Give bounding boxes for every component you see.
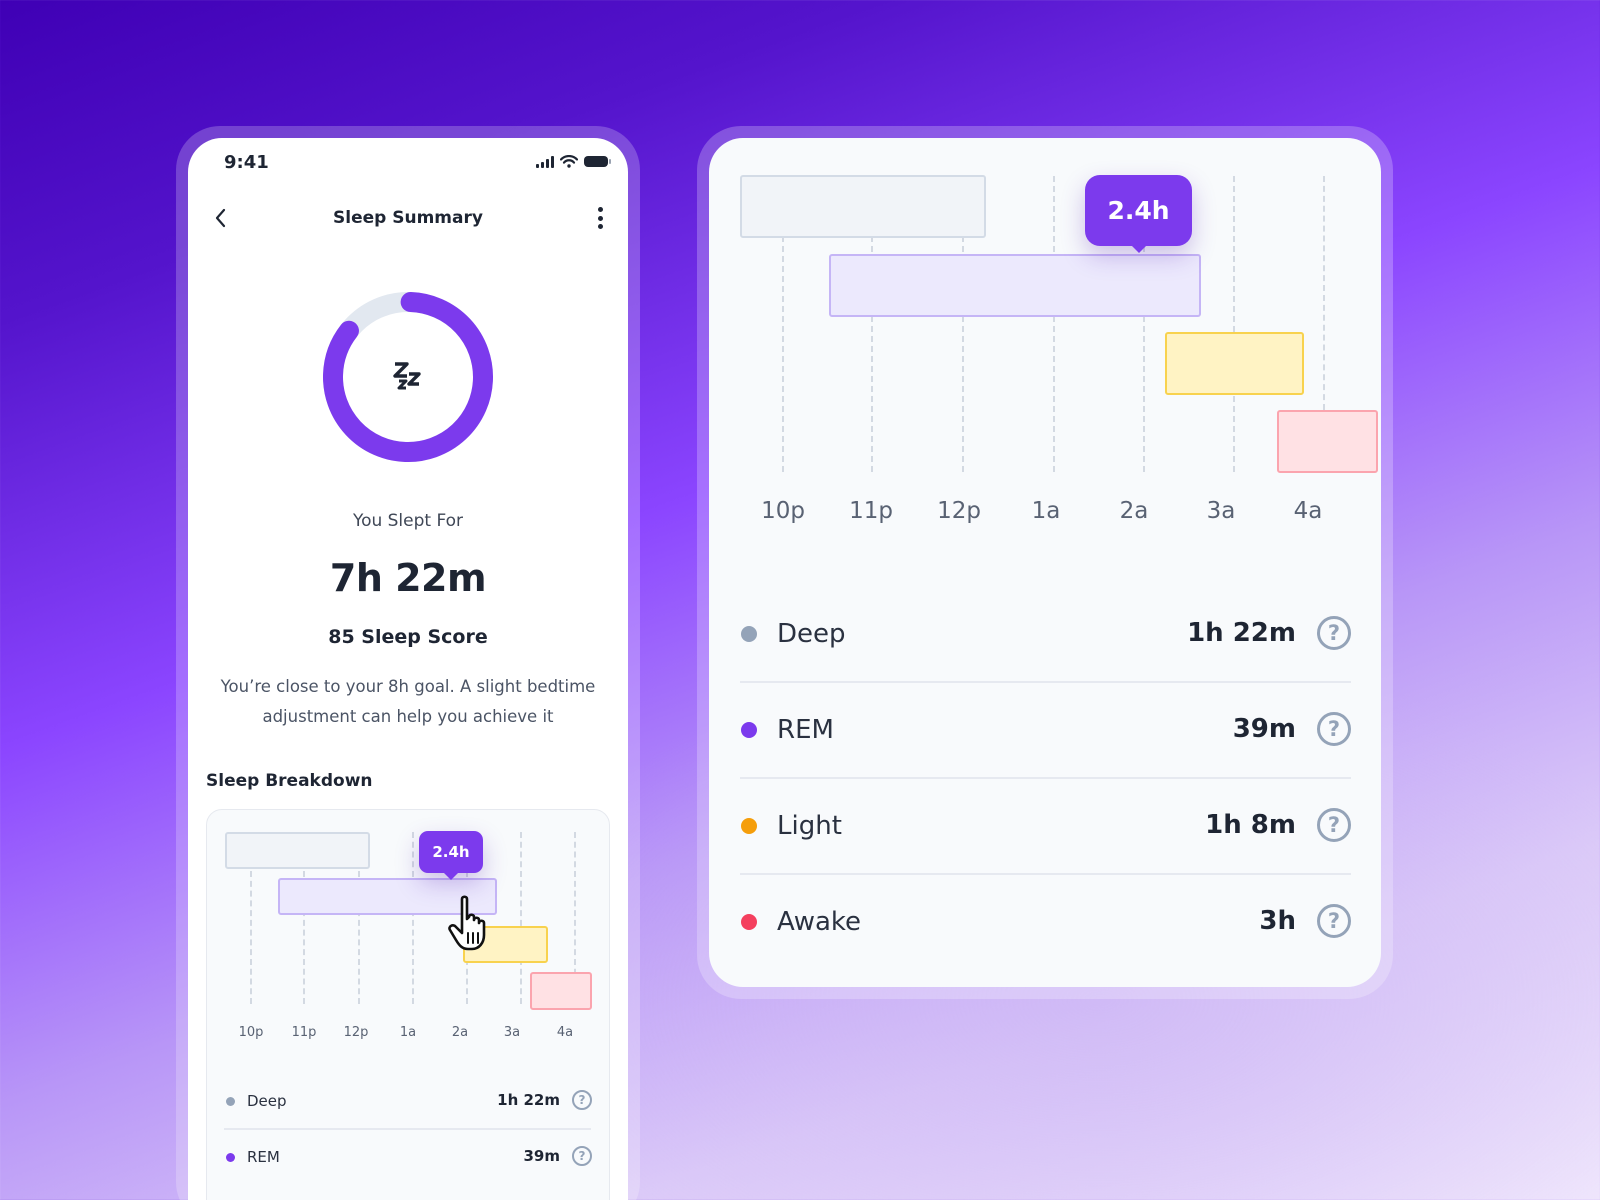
legend-row-deep: Deep 1h 22m ?	[226, 1090, 592, 1112]
divider	[740, 777, 1351, 779]
x-axis-label: 4a	[1293, 498, 1323, 524]
gridline	[1143, 176, 1145, 472]
zzz-icon	[323, 292, 493, 462]
x-axis-label: 12p	[937, 498, 981, 524]
sleep-timeline-chart-mini: 2.4h	[207, 810, 611, 1050]
more-vertical-icon	[597, 207, 603, 212]
rem-tooltip: 2.4h	[1085, 175, 1192, 246]
gridline	[520, 832, 522, 1004]
awake-dot-icon	[741, 914, 757, 930]
x-axis-label: 12p	[343, 1025, 369, 1040]
x-axis-label: 2a	[451, 1025, 469, 1040]
advice-text: You’re close to your 8h goal. A slight b…	[220, 677, 596, 726]
legend-label: Light	[777, 811, 842, 841]
bar-light[interactable]	[1165, 332, 1304, 395]
chevron-left-icon	[215, 208, 226, 228]
legend-label: Deep	[247, 1092, 287, 1110]
x-axis-label: 10p	[238, 1025, 264, 1040]
legend-label: REM	[247, 1148, 280, 1166]
phone-screen: 9:41 Sleep Summary	[188, 138, 628, 1200]
bar-awake[interactable]	[1277, 410, 1378, 473]
gridline	[962, 176, 964, 472]
rem-tooltip: 2.4h	[419, 831, 483, 873]
question-circle-icon[interactable]: ?	[1317, 904, 1351, 938]
legend-value: 39m	[1232, 714, 1296, 744]
legend-value: 1h 22m	[1187, 618, 1296, 648]
legend-row-light: Light 1h 8m ?	[741, 806, 1351, 846]
legend-value: 1h 22m	[497, 1091, 560, 1109]
gridline	[1323, 176, 1325, 410]
breakdown-card-mini: 2.4h 10p 11p 12p 1a 2a 3a 4a Deep 1h 22m…	[206, 809, 610, 1200]
question-circle-icon[interactable]: ?	[1317, 616, 1351, 650]
legend-row-awake: Awake 3h ?	[741, 902, 1351, 942]
x-axis-label: 11p	[291, 1025, 317, 1040]
more-button[interactable]	[594, 204, 606, 232]
divider	[224, 1128, 591, 1130]
battery-icon	[584, 156, 611, 167]
legend-row-deep: Deep 1h 22m ?	[741, 614, 1351, 654]
gridline	[303, 832, 305, 1004]
nav-bar: Sleep Summary	[188, 196, 628, 240]
status-time: 9:41	[224, 152, 269, 173]
x-axis-label: 11p	[849, 498, 893, 524]
status-icons	[536, 155, 611, 168]
light-dot-icon	[741, 818, 757, 834]
x-axis-label: 1a	[399, 1025, 417, 1040]
gridline	[250, 832, 252, 1004]
question-circle-icon[interactable]: ?	[1317, 712, 1351, 746]
question-circle-icon[interactable]: ?	[572, 1090, 592, 1110]
slept-label: You Slept For	[352, 511, 464, 531]
gridline	[1053, 176, 1055, 472]
bar-awake[interactable]	[530, 972, 592, 1010]
deep-dot-icon	[226, 1096, 235, 1106]
x-axis-label: 3a	[1206, 498, 1236, 524]
gridline	[1233, 176, 1235, 472]
sleep-progress-ring	[323, 292, 493, 462]
back-button[interactable]	[210, 206, 232, 230]
legend-row-rem: REM 39m ?	[741, 710, 1351, 750]
sleep-score: 85 Sleep Score	[328, 626, 488, 648]
bar-deep[interactable]	[740, 175, 986, 238]
hand-pointer-cursor-icon	[448, 895, 486, 951]
wifi-icon	[560, 155, 578, 168]
gridline	[574, 832, 576, 1004]
legend-label: Awake	[777, 907, 862, 937]
x-axis-label: 10p	[761, 498, 805, 524]
gridline	[358, 832, 360, 1004]
x-axis-label: 2a	[1119, 498, 1149, 524]
rem-dot-icon	[741, 722, 757, 738]
legend-label: Deep	[777, 619, 846, 649]
breakdown-card-large: 2.4h 10p 11p 12p 1a 2a 3a 4a Deep 1h 22m…	[709, 138, 1381, 987]
legend-row-rem: REM 39m ?	[226, 1146, 592, 1168]
x-axis-label: 4a	[556, 1025, 574, 1040]
legend-value: 39m	[523, 1147, 560, 1165]
x-axis-label: 3a	[503, 1025, 521, 1040]
bar-rem[interactable]	[278, 878, 497, 915]
breakdown-title: Sleep Breakdown	[206, 771, 373, 791]
legend-value: 3h	[1259, 906, 1296, 936]
rem-dot-icon	[226, 1152, 235, 1162]
gridline	[412, 832, 414, 1004]
question-circle-icon[interactable]: ?	[1317, 808, 1351, 842]
status-bar: 9:41	[188, 138, 628, 188]
question-circle-icon[interactable]: ?	[572, 1146, 592, 1166]
bar-rem[interactable]	[829, 254, 1201, 317]
page-title: Sleep Summary	[333, 208, 483, 228]
x-axis-label: 1a	[1031, 498, 1061, 524]
gridline	[871, 176, 873, 472]
sleep-timeline-chart: 2.4h	[709, 138, 1381, 558]
deep-dot-icon	[741, 626, 757, 642]
legend-label: REM	[777, 715, 834, 745]
slept-duration: 7h 22m	[329, 556, 487, 600]
gridline	[782, 176, 784, 472]
bar-deep[interactable]	[225, 832, 370, 869]
signal-icon	[536, 155, 554, 168]
legend-value: 1h 8m	[1205, 810, 1296, 840]
divider	[740, 681, 1351, 683]
divider	[740, 873, 1351, 875]
